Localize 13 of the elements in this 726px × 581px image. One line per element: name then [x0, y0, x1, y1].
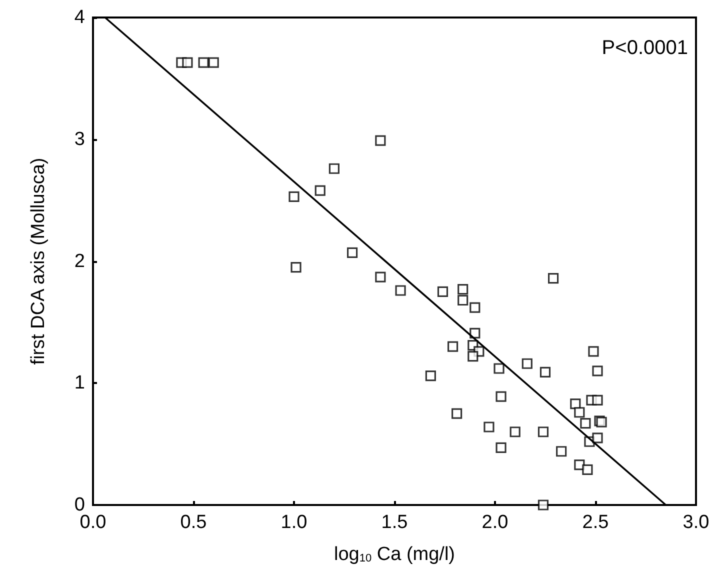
x-tick-label: 0.5: [180, 512, 207, 533]
y-axis-title: first DCA axis (Mollusca): [28, 158, 49, 365]
x-tick-label: 2.0: [482, 512, 508, 533]
x-tick-label: 1.0: [280, 512, 308, 533]
x-tick-label: 1.5: [381, 512, 408, 533]
x-axis-title: log10 Ca (mg/l): [334, 544, 455, 565]
y-tick-label: 4: [74, 7, 86, 28]
x-tick-label: 3.0: [682, 512, 710, 533]
x-tick-label: 2.5: [582, 512, 609, 533]
y-tick-label: 3: [74, 128, 85, 150]
y-tick-label: 1: [74, 372, 85, 394]
y-tick-label: 2: [74, 250, 85, 272]
annotation: P<0.0001: [602, 37, 688, 59]
